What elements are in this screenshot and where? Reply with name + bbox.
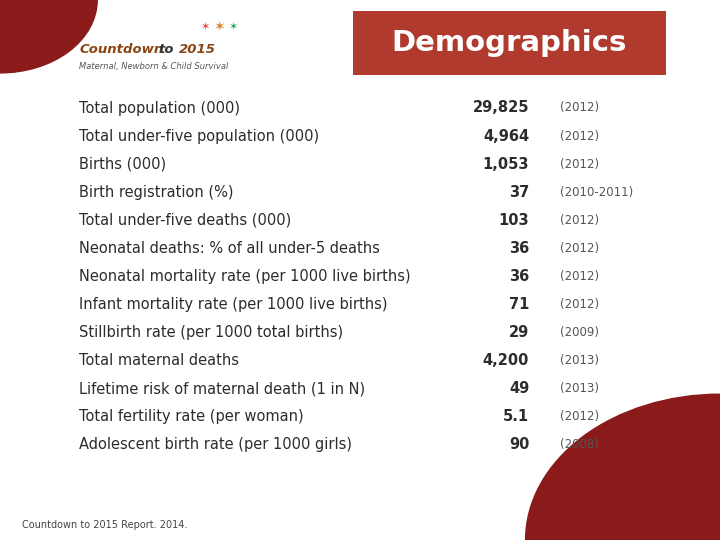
Text: (2013): (2013) bbox=[560, 382, 599, 395]
FancyBboxPatch shape bbox=[353, 11, 666, 75]
Text: 37: 37 bbox=[509, 185, 529, 200]
Text: (2012): (2012) bbox=[560, 214, 599, 227]
Text: (2012): (2012) bbox=[560, 270, 599, 283]
Text: 4,964: 4,964 bbox=[483, 129, 529, 144]
Text: Countdown: Countdown bbox=[79, 43, 163, 56]
Text: Neonatal deaths: % of all under-5 deaths: Neonatal deaths: % of all under-5 deaths bbox=[79, 241, 380, 256]
Text: Lifetime risk of maternal death (1 in N): Lifetime risk of maternal death (1 in N) bbox=[79, 381, 365, 396]
Text: Total maternal deaths: Total maternal deaths bbox=[79, 353, 239, 368]
Text: 36: 36 bbox=[509, 269, 529, 284]
Text: 90: 90 bbox=[509, 437, 529, 453]
Text: Maternal, Newborn & Child Survival: Maternal, Newborn & Child Survival bbox=[79, 63, 228, 71]
Text: (2008): (2008) bbox=[560, 438, 599, 451]
Text: (2012): (2012) bbox=[560, 298, 599, 311]
Text: ✶: ✶ bbox=[200, 22, 210, 32]
Text: Total population (000): Total population (000) bbox=[79, 100, 240, 116]
Text: (2012): (2012) bbox=[560, 102, 599, 114]
Text: (2012): (2012) bbox=[560, 130, 599, 143]
Text: Births (000): Births (000) bbox=[79, 157, 166, 172]
Text: 36: 36 bbox=[509, 241, 529, 256]
Text: ✶: ✶ bbox=[214, 20, 225, 34]
Text: 29,825: 29,825 bbox=[473, 100, 529, 116]
Text: ✶: ✶ bbox=[229, 22, 239, 32]
Text: 1,053: 1,053 bbox=[482, 157, 529, 172]
Text: Neonatal mortality rate (per 1000 live births): Neonatal mortality rate (per 1000 live b… bbox=[79, 269, 411, 284]
Text: (2012): (2012) bbox=[560, 158, 599, 171]
Text: Countdown to 2015 Report. 2014.: Countdown to 2015 Report. 2014. bbox=[22, 520, 187, 530]
Text: (2013): (2013) bbox=[560, 354, 599, 367]
Wedge shape bbox=[526, 394, 720, 540]
Text: (2010-2011): (2010-2011) bbox=[560, 186, 634, 199]
Text: 2015: 2015 bbox=[179, 43, 215, 56]
Text: 4,200: 4,200 bbox=[483, 353, 529, 368]
Text: 103: 103 bbox=[498, 213, 529, 228]
Text: Infant mortality rate (per 1000 live births): Infant mortality rate (per 1000 live bir… bbox=[79, 297, 387, 312]
Text: 5.1: 5.1 bbox=[503, 409, 529, 424]
Text: (2009): (2009) bbox=[560, 326, 599, 339]
Wedge shape bbox=[0, 0, 97, 73]
Text: Birth registration (%): Birth registration (%) bbox=[79, 185, 234, 200]
Text: 49: 49 bbox=[509, 381, 529, 396]
Text: to: to bbox=[158, 43, 174, 56]
Text: Adolescent birth rate (per 1000 girls): Adolescent birth rate (per 1000 girls) bbox=[79, 437, 352, 453]
Text: Demographics: Demographics bbox=[392, 29, 627, 57]
Text: Total fertility rate (per woman): Total fertility rate (per woman) bbox=[79, 409, 304, 424]
Text: (2012): (2012) bbox=[560, 410, 599, 423]
Text: 29: 29 bbox=[509, 325, 529, 340]
Text: Total under-five population (000): Total under-five population (000) bbox=[79, 129, 320, 144]
Text: 71: 71 bbox=[509, 297, 529, 312]
Text: (2012): (2012) bbox=[560, 242, 599, 255]
Text: Stillbirth rate (per 1000 total births): Stillbirth rate (per 1000 total births) bbox=[79, 325, 343, 340]
Text: Total under-five deaths (000): Total under-five deaths (000) bbox=[79, 213, 292, 228]
